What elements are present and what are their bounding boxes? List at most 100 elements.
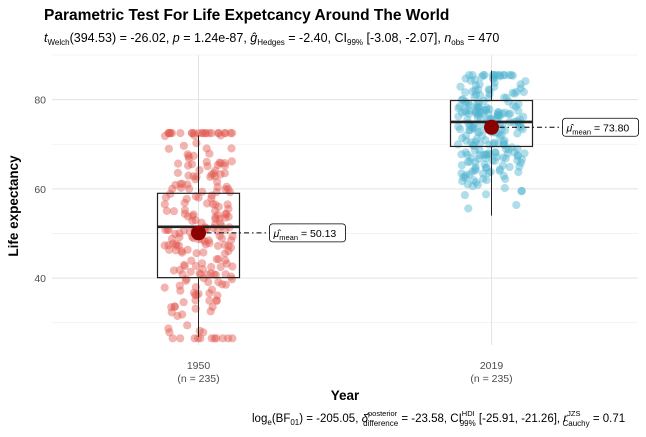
data-point xyxy=(458,134,467,143)
data-point xyxy=(188,129,197,138)
chart-subtitle: tWelch(394.53) = -26.02, p = 1.24e-87, ĝ… xyxy=(44,31,499,47)
data-point xyxy=(519,112,528,121)
data-point xyxy=(210,270,219,279)
data-point xyxy=(222,209,231,219)
data-point xyxy=(473,180,482,189)
data-point xyxy=(496,72,505,81)
data-point xyxy=(191,290,200,299)
data-point xyxy=(500,183,509,193)
data-point xyxy=(222,182,231,191)
data-point xyxy=(469,123,478,132)
data-point xyxy=(468,123,477,132)
data-point xyxy=(228,262,237,271)
mean-label-text: μ̂mean = 73.80 xyxy=(566,122,630,136)
data-point xyxy=(516,158,526,167)
data-point xyxy=(214,255,223,264)
data-point xyxy=(457,161,466,170)
data-point xyxy=(228,334,237,343)
data-point xyxy=(218,280,227,289)
data-point xyxy=(188,211,197,221)
data-point xyxy=(500,71,509,80)
data-point xyxy=(198,129,207,138)
data-point xyxy=(461,88,470,97)
data-point xyxy=(499,138,508,147)
chart-title: Parametric Test For Life Expetcancy Arou… xyxy=(44,7,449,24)
data-point xyxy=(464,204,473,213)
data-point xyxy=(187,256,196,265)
data-point xyxy=(188,216,197,225)
data-point xyxy=(456,82,465,91)
data-point xyxy=(179,226,188,235)
data-point xyxy=(178,248,187,257)
data-point xyxy=(472,107,481,116)
data-point xyxy=(181,276,190,285)
data-point xyxy=(180,262,189,271)
data-point xyxy=(203,270,212,279)
data-point xyxy=(169,207,178,216)
data-point xyxy=(513,156,522,165)
data-point xyxy=(196,334,205,343)
data-point xyxy=(459,173,468,182)
data-point xyxy=(454,122,463,131)
data-point xyxy=(508,71,517,80)
data-point xyxy=(207,194,216,203)
data-point xyxy=(192,139,201,148)
data-point xyxy=(471,163,480,172)
data-point xyxy=(184,171,193,180)
data-point xyxy=(468,87,477,96)
data-point xyxy=(494,111,503,120)
data-point xyxy=(221,185,230,194)
data-point xyxy=(189,288,199,297)
data-point xyxy=(472,103,481,112)
data-point xyxy=(206,269,216,278)
data-point xyxy=(226,188,235,197)
x-axis: 1950(n = 235)2019(n = 235) xyxy=(177,360,512,385)
data-point xyxy=(488,156,497,165)
data-point xyxy=(224,185,233,194)
data-point xyxy=(211,213,220,222)
data-point xyxy=(164,324,173,333)
data-point xyxy=(519,87,528,97)
data-point xyxy=(472,109,481,118)
data-point xyxy=(190,334,199,343)
data-point xyxy=(507,71,516,80)
data-point xyxy=(475,139,484,148)
data-point xyxy=(176,129,185,138)
data-point xyxy=(470,165,479,174)
data-point xyxy=(513,151,522,160)
data-point xyxy=(504,145,513,154)
data-point xyxy=(174,159,183,168)
data-point xyxy=(212,296,221,305)
y-axis-title: Life expectancy xyxy=(6,155,21,257)
data-point xyxy=(227,157,236,166)
data-point xyxy=(494,110,503,119)
data-point xyxy=(482,176,491,185)
x-tick-count: (n = 235) xyxy=(470,373,512,385)
data-point xyxy=(209,224,218,233)
data-point xyxy=(492,152,501,162)
data-point xyxy=(476,91,485,100)
data-point xyxy=(475,107,484,116)
data-point xyxy=(215,214,224,223)
data-point xyxy=(172,241,181,250)
data-point xyxy=(481,106,490,115)
data-point xyxy=(167,234,177,243)
data-point xyxy=(474,154,483,163)
data-point xyxy=(214,202,223,211)
data-point xyxy=(207,334,216,343)
data-point xyxy=(470,93,479,102)
data-point xyxy=(473,103,483,112)
data-point xyxy=(503,149,512,158)
data-point xyxy=(481,154,490,163)
data-point xyxy=(516,80,525,89)
data-point xyxy=(473,113,482,122)
data-point xyxy=(490,71,499,80)
data-point xyxy=(221,213,230,222)
y-axis: 40 60 80 xyxy=(34,95,46,285)
data-point xyxy=(220,169,229,178)
data-point xyxy=(461,108,470,117)
data-point xyxy=(189,172,198,181)
data-point xyxy=(204,236,213,245)
data-point xyxy=(213,291,222,300)
data-point xyxy=(509,101,518,110)
